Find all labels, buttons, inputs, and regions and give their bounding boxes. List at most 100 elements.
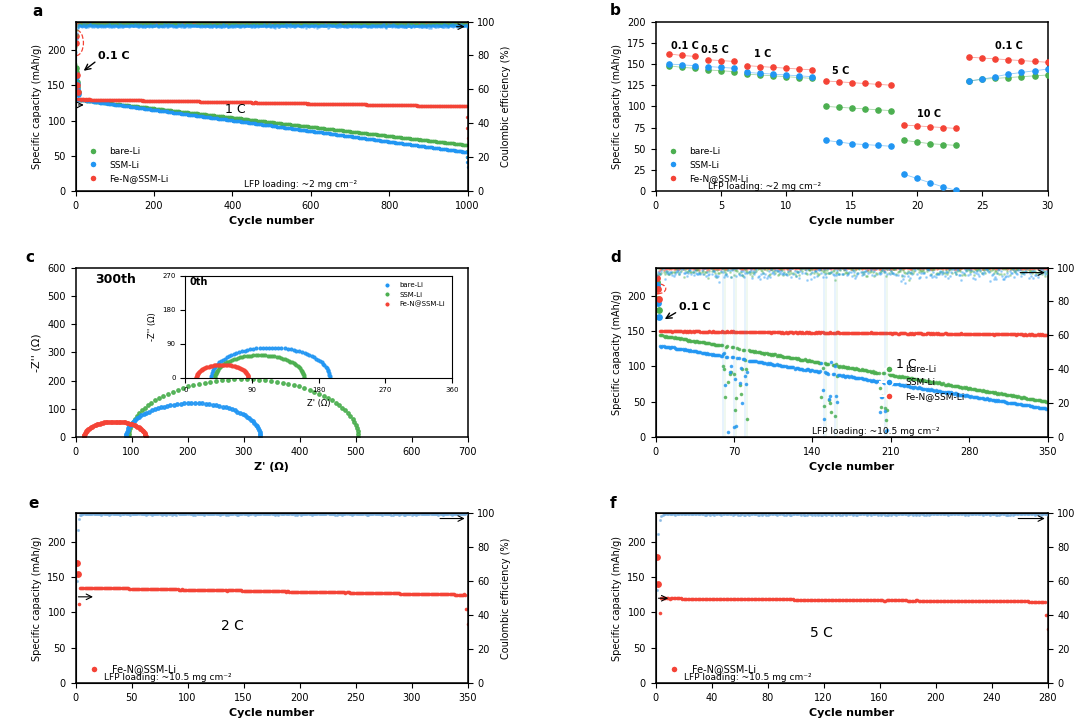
Point bbox=[135, 508, 152, 520]
Point bbox=[252, 20, 269, 32]
Point bbox=[313, 19, 330, 30]
Point bbox=[755, 593, 772, 605]
Point bbox=[306, 98, 323, 109]
Point bbox=[267, 97, 284, 109]
Point bbox=[896, 267, 914, 279]
Point bbox=[882, 509, 900, 521]
Point bbox=[330, 124, 348, 136]
Point bbox=[713, 350, 730, 362]
Point bbox=[190, 110, 207, 122]
Point bbox=[302, 19, 320, 31]
Point bbox=[330, 99, 348, 110]
Point bbox=[362, 99, 379, 110]
Point bbox=[361, 587, 378, 599]
Point bbox=[708, 262, 726, 273]
Point bbox=[201, 18, 218, 29]
Point bbox=[801, 327, 819, 339]
Point bbox=[254, 115, 271, 127]
Point bbox=[860, 265, 877, 276]
Point bbox=[238, 116, 255, 128]
Point bbox=[201, 398, 218, 410]
Point bbox=[792, 326, 809, 338]
Point bbox=[814, 326, 832, 338]
Point bbox=[76, 95, 93, 106]
Point bbox=[661, 331, 678, 342]
Point bbox=[284, 18, 301, 29]
Point bbox=[889, 595, 906, 606]
Point bbox=[86, 508, 104, 520]
Point bbox=[372, 20, 389, 32]
Point bbox=[218, 19, 235, 31]
Point bbox=[958, 262, 975, 274]
Point bbox=[1010, 595, 1027, 607]
Point bbox=[455, 589, 472, 600]
Point bbox=[321, 587, 338, 598]
Point bbox=[888, 327, 905, 339]
Point bbox=[257, 119, 274, 131]
Point bbox=[311, 122, 328, 134]
Point bbox=[281, 122, 298, 134]
Point bbox=[243, 508, 260, 520]
Point bbox=[685, 267, 702, 278]
Point bbox=[428, 136, 445, 147]
Point bbox=[132, 17, 149, 29]
Point bbox=[327, 397, 345, 408]
Point bbox=[882, 265, 900, 276]
Point bbox=[276, 20, 294, 32]
Point bbox=[946, 380, 963, 392]
Point bbox=[218, 20, 235, 32]
Point bbox=[1000, 397, 1017, 408]
Point bbox=[863, 366, 880, 377]
Point bbox=[400, 139, 417, 150]
Point bbox=[819, 367, 836, 378]
Point bbox=[327, 19, 345, 30]
Point bbox=[816, 264, 834, 275]
Point bbox=[801, 267, 819, 279]
Point bbox=[415, 17, 432, 28]
Point bbox=[70, 94, 87, 106]
Point bbox=[917, 272, 934, 283]
Point bbox=[229, 96, 246, 108]
Point bbox=[399, 99, 416, 111]
Point bbox=[82, 96, 99, 107]
Point bbox=[349, 132, 366, 143]
Point bbox=[156, 95, 173, 106]
Point bbox=[267, 17, 284, 28]
Point bbox=[376, 99, 393, 111]
Point bbox=[968, 264, 985, 275]
Point bbox=[406, 588, 423, 600]
Point bbox=[151, 19, 168, 31]
Point bbox=[428, 16, 445, 27]
Point bbox=[258, 585, 275, 597]
Point bbox=[363, 21, 380, 32]
Point bbox=[424, 19, 442, 31]
Point bbox=[299, 508, 316, 519]
Point bbox=[394, 138, 411, 150]
Point bbox=[164, 106, 181, 118]
Point bbox=[210, 110, 227, 122]
Point bbox=[380, 130, 397, 142]
Point bbox=[791, 72, 808, 83]
Point bbox=[653, 262, 671, 274]
Point bbox=[230, 19, 247, 31]
Point bbox=[257, 508, 274, 519]
Point bbox=[806, 356, 823, 367]
Point bbox=[335, 16, 352, 27]
Point bbox=[459, 161, 476, 173]
Point bbox=[192, 19, 210, 30]
Point bbox=[195, 18, 213, 29]
Point bbox=[187, 96, 204, 107]
Point bbox=[207, 17, 225, 28]
Point bbox=[280, 17, 297, 28]
Point bbox=[130, 17, 147, 28]
Point bbox=[125, 101, 143, 112]
Point bbox=[651, 607, 669, 618]
Point bbox=[215, 96, 232, 108]
Point bbox=[306, 586, 323, 597]
Point bbox=[454, 21, 471, 32]
Point bbox=[280, 586, 297, 597]
Point bbox=[168, 384, 186, 395]
Point bbox=[393, 17, 410, 28]
Point bbox=[247, 419, 265, 431]
Point bbox=[217, 19, 234, 30]
